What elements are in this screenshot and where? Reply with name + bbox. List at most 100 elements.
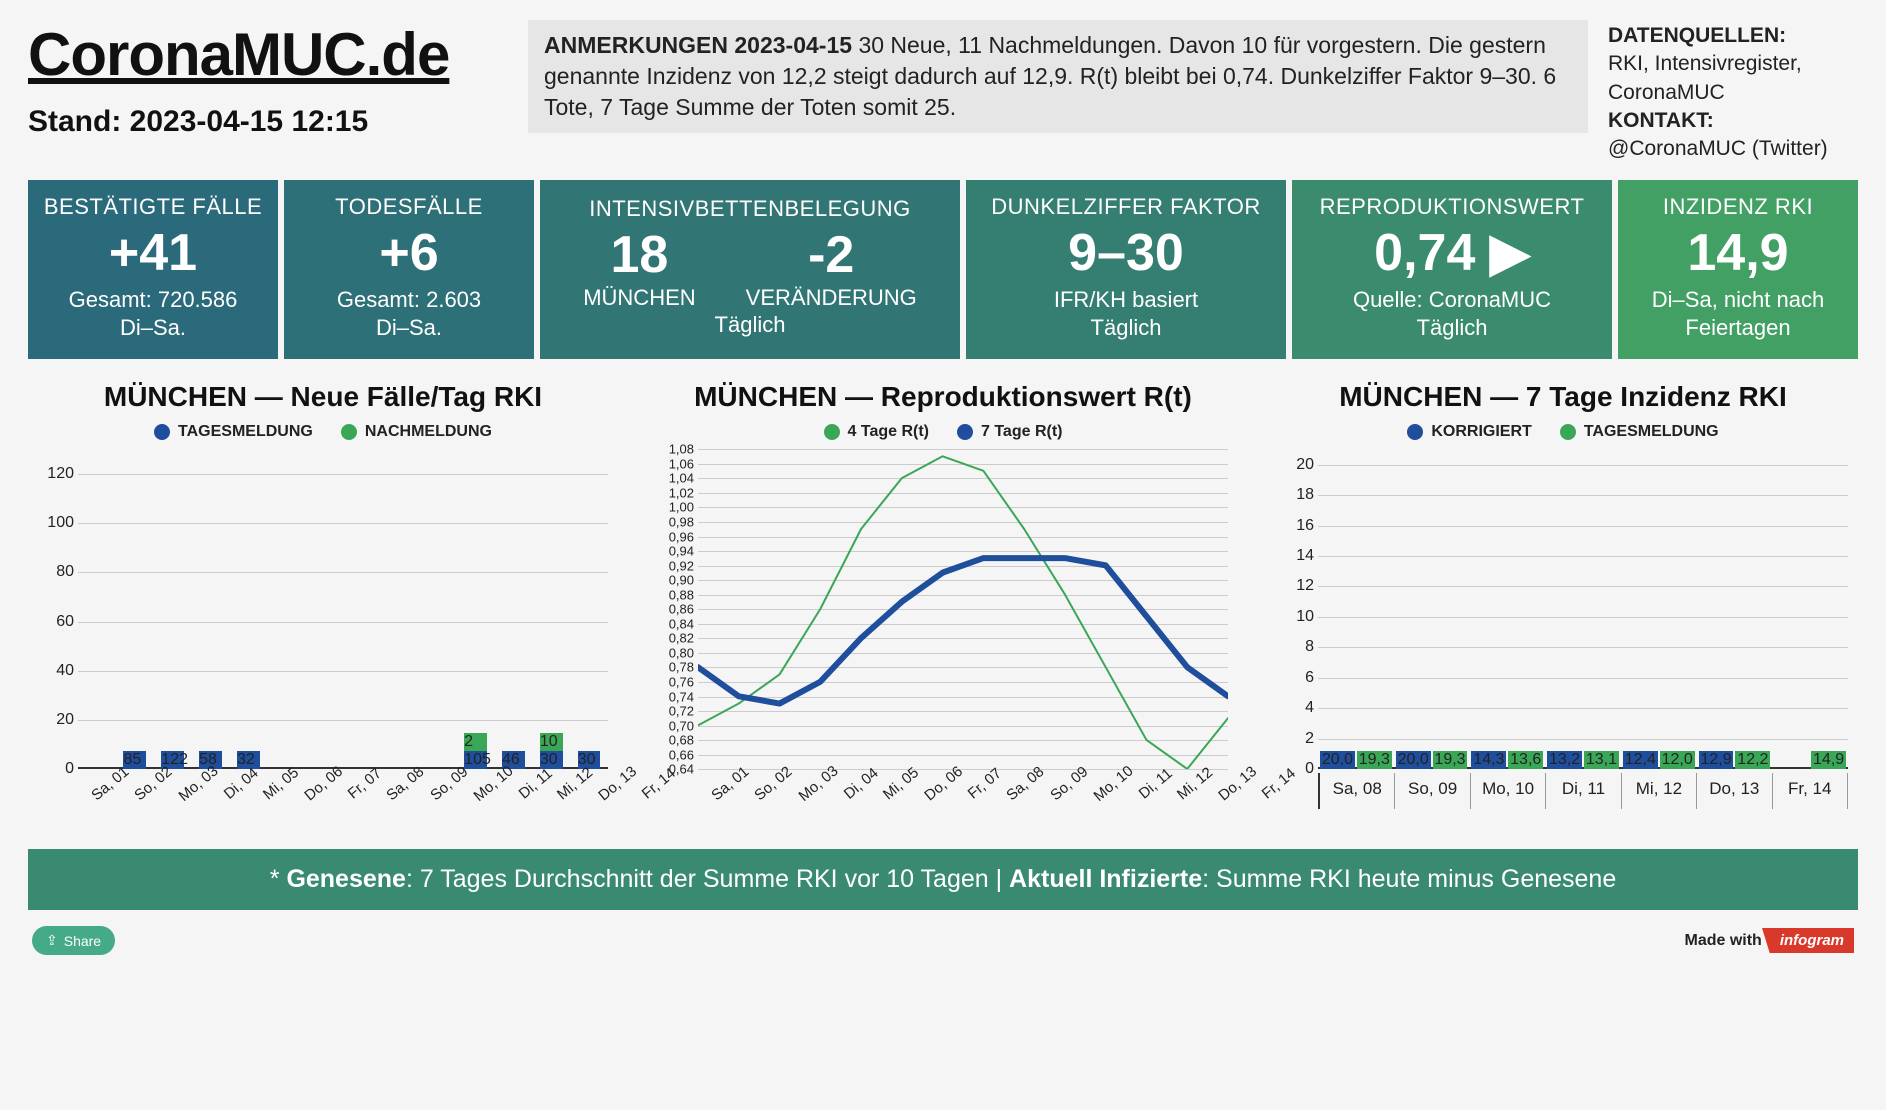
bar-tagesmeldung: 85	[123, 751, 146, 769]
bar-tagesmeldung: 13,1	[1584, 751, 1619, 769]
card-title: INTENSIVBETTENBELEGUNG	[550, 196, 950, 222]
y-tick-label: 0,70	[650, 718, 694, 733]
x-tick-label: So, 09	[1394, 773, 1469, 809]
card-sub2: Di–Sa.	[38, 314, 268, 342]
footnote-b1: Genesene	[286, 865, 406, 893]
y-tick-label: 14	[1270, 547, 1314, 565]
y-tick-label: 20	[30, 711, 74, 729]
legend-item: TAGESMELDUNG	[154, 423, 313, 441]
chart-rt-title: MÜNCHEN — Reproduktionswert R(t)	[648, 381, 1238, 413]
made-with[interactable]: Made with infogram	[1684, 928, 1854, 953]
y-tick-label: 0,98	[650, 515, 694, 530]
bar-tagesmeldung: 12,0	[1660, 751, 1695, 769]
y-tick-label: 80	[30, 563, 74, 581]
stat-card-4: REPRODUKTIONSWERT0,74 ▶Quelle: CoronaMUC…	[1292, 180, 1612, 360]
y-tick-label: 60	[30, 613, 74, 631]
legend-swatch	[957, 424, 973, 440]
card-value: 14,9	[1628, 226, 1848, 281]
infogram-brand: infogram	[1770, 928, 1854, 953]
bar-slot: 14,9	[1772, 751, 1848, 769]
legend-label: 4 Tage R(t)	[848, 423, 929, 441]
card-sub1: Gesamt: 2.603	[294, 286, 524, 314]
card-sub1: Gesamt: 720.586	[38, 286, 268, 314]
bar-korrigiert: 14,3	[1471, 751, 1506, 769]
contact-title: KONTAKT:	[1608, 109, 1714, 132]
x-tick-label: Mo, 10	[1470, 773, 1545, 809]
sources-box: DATENQUELLEN: RKI, Intensivregister, Cor…	[1608, 20, 1858, 164]
bar-value-label: 20,0	[1322, 751, 1353, 769]
bar-value-label: 12,4	[1625, 751, 1656, 769]
bar-value-label: 19,3	[1434, 751, 1465, 769]
chart-cases-title: MÜNCHEN — Neue Fälle/Tag RKI	[28, 381, 618, 413]
chart-cases-legend: TAGESMELDUNG NACHMELDUNG	[28, 423, 618, 441]
y-tick-label: 0,64	[650, 762, 694, 777]
bar-value-label: 12,0	[1662, 751, 1693, 769]
y-tick-label: 18	[1270, 486, 1314, 504]
y-tick-label: 40	[30, 662, 74, 680]
legend-item: 4 Tage R(t)	[824, 423, 929, 441]
chart-incidence-legend: KORRIGIERT TAGESMELDUNG	[1268, 423, 1858, 441]
y-tick-label: 1,00	[650, 500, 694, 515]
bar-slot: 20,019,3	[1394, 751, 1470, 769]
legend-swatch	[341, 424, 357, 440]
y-tick-label: 0,88	[650, 587, 694, 602]
bar-value-label: 12,2	[1737, 751, 1768, 769]
chart-rt-legend: 4 Tage R(t) 7 Tage R(t)	[648, 423, 1238, 441]
timestamp: Stand: 2023-04-15 12:15	[28, 105, 508, 139]
legend-label: TAGESMELDUNG	[178, 423, 313, 441]
legend-item: TAGESMELDUNG	[1560, 423, 1719, 441]
y-tick-label: 0,94	[650, 544, 694, 559]
bar-nachmeldung: 10	[540, 733, 563, 751]
y-tick-label: 0	[30, 760, 74, 778]
title-block: CoronaMUC.de Stand: 2023-04-15 12:15	[28, 20, 508, 139]
y-tick-label: 0	[1270, 760, 1314, 778]
card-value: -2	[746, 228, 917, 283]
bar-tagesmeldung: 19,3	[1357, 751, 1392, 769]
y-tick-label: 2	[1270, 730, 1314, 748]
legend-label: TAGESMELDUNG	[1584, 423, 1719, 441]
x-tick-label: Fr, 14	[1772, 773, 1847, 809]
bar-slot: 14,3 13,6	[1469, 751, 1545, 769]
footnote-prefix: *	[270, 865, 287, 893]
bar-slot: 12,912,2	[1697, 751, 1773, 769]
y-tick-label: 0,84	[650, 616, 694, 631]
legend-label: 7 Tage R(t)	[981, 423, 1062, 441]
bar-value-label: 85	[123, 751, 146, 769]
y-tick-label: 0,86	[650, 602, 694, 617]
card-value: 18	[583, 228, 695, 283]
y-tick-label: 20	[1270, 456, 1314, 474]
y-tick-label: 0,82	[650, 631, 694, 646]
y-tick-label: 8	[1270, 638, 1314, 656]
card-sub1: Di–Sa, nicht nach	[1628, 286, 1848, 314]
bar-korrigiert: 12,9	[1699, 751, 1734, 769]
contact-body: @CoronaMUC (Twitter)	[1608, 137, 1828, 160]
card-sub2: Täglich	[1302, 314, 1602, 342]
footnote-bar: * Genesene: 7 Tages Durchschnitt der Sum…	[28, 849, 1858, 910]
site-title[interactable]: CoronaMUC.de	[28, 20, 508, 89]
y-tick-label: 0,68	[650, 733, 694, 748]
y-tick-label: 0,74	[650, 689, 694, 704]
y-tick-label: 0,76	[650, 675, 694, 690]
chart-cases: MÜNCHEN — Neue Fälle/Tag RKI TAGESMELDUN…	[28, 381, 618, 829]
bar-value-label: 13,6	[1510, 751, 1541, 769]
legend-swatch	[1407, 424, 1423, 440]
bar-value-label: 14,3	[1473, 751, 1504, 769]
y-tick-label: 0,96	[650, 529, 694, 544]
y-tick-label: 1,06	[650, 456, 694, 471]
footnote-t1: : 7 Tages Durchschnitt der Summe RKI vor…	[406, 865, 1009, 893]
card-sub2: Feiertagen	[1628, 314, 1848, 342]
legend-label: KORRIGIERT	[1431, 423, 1531, 441]
stat-card-2: INTENSIVBETTENBELEGUNG18MÜNCHEN-2VERÄNDE…	[540, 180, 960, 360]
chart-incidence-title: MÜNCHEN — 7 Tage Inzidenz RKI	[1268, 381, 1858, 413]
bar-tagesmeldung: 14,9	[1811, 751, 1846, 769]
chart-rt: MÜNCHEN — Reproduktionswert R(t) 4 Tage …	[648, 381, 1238, 829]
y-tick-label: 0,66	[650, 747, 694, 762]
stat-card-5: INZIDENZ RKI14,9Di–Sa, nicht nachFeierta…	[1618, 180, 1858, 360]
legend-label: NACHMELDUNG	[365, 423, 492, 441]
legend-swatch	[154, 424, 170, 440]
bar-tagesmeldung: 105	[464, 751, 487, 769]
card-sublabel: MÜNCHEN	[583, 285, 695, 311]
y-tick-label: 1,04	[650, 471, 694, 486]
share-button[interactable]: ⇪ Share	[32, 926, 115, 955]
y-tick-label: 6	[1270, 669, 1314, 687]
